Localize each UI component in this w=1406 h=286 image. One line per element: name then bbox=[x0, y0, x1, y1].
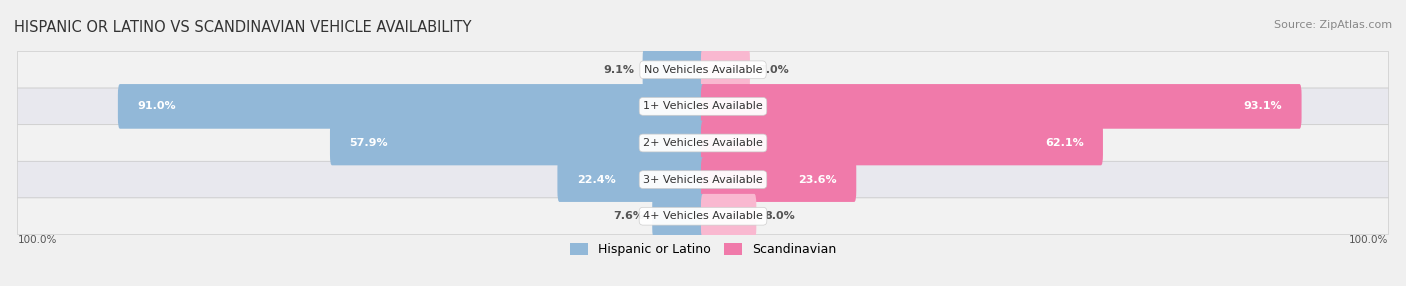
Legend: Hispanic or Latino, Scandinavian: Hispanic or Latino, Scandinavian bbox=[564, 238, 842, 261]
FancyBboxPatch shape bbox=[17, 88, 1389, 125]
Text: 91.0%: 91.0% bbox=[138, 102, 176, 111]
FancyBboxPatch shape bbox=[330, 121, 704, 165]
Text: 9.1%: 9.1% bbox=[603, 65, 634, 75]
Text: 4+ Vehicles Available: 4+ Vehicles Available bbox=[643, 211, 763, 221]
FancyBboxPatch shape bbox=[702, 84, 1302, 129]
Text: 23.6%: 23.6% bbox=[799, 175, 837, 184]
FancyBboxPatch shape bbox=[17, 161, 1389, 198]
FancyBboxPatch shape bbox=[702, 47, 749, 92]
Text: 3+ Vehicles Available: 3+ Vehicles Available bbox=[643, 175, 763, 184]
FancyBboxPatch shape bbox=[702, 194, 756, 239]
Text: Source: ZipAtlas.com: Source: ZipAtlas.com bbox=[1274, 20, 1392, 30]
Text: No Vehicles Available: No Vehicles Available bbox=[644, 65, 762, 75]
Text: 100.0%: 100.0% bbox=[1350, 235, 1389, 245]
FancyBboxPatch shape bbox=[652, 194, 704, 239]
FancyBboxPatch shape bbox=[17, 125, 1389, 161]
Text: 8.0%: 8.0% bbox=[765, 211, 796, 221]
Text: 7.0%: 7.0% bbox=[758, 65, 789, 75]
Text: 62.1%: 62.1% bbox=[1045, 138, 1084, 148]
Text: HISPANIC OR LATINO VS SCANDINAVIAN VEHICLE AVAILABILITY: HISPANIC OR LATINO VS SCANDINAVIAN VEHIC… bbox=[14, 20, 471, 35]
FancyBboxPatch shape bbox=[557, 157, 704, 202]
Text: 93.1%: 93.1% bbox=[1244, 102, 1282, 111]
Text: 1+ Vehicles Available: 1+ Vehicles Available bbox=[643, 102, 763, 111]
FancyBboxPatch shape bbox=[702, 121, 1102, 165]
FancyBboxPatch shape bbox=[118, 84, 704, 129]
FancyBboxPatch shape bbox=[702, 157, 856, 202]
Text: 57.9%: 57.9% bbox=[349, 138, 388, 148]
Text: 100.0%: 100.0% bbox=[17, 235, 56, 245]
FancyBboxPatch shape bbox=[643, 47, 704, 92]
Text: 22.4%: 22.4% bbox=[576, 175, 616, 184]
Text: 7.6%: 7.6% bbox=[613, 211, 644, 221]
FancyBboxPatch shape bbox=[17, 51, 1389, 88]
FancyBboxPatch shape bbox=[17, 198, 1389, 235]
Text: 2+ Vehicles Available: 2+ Vehicles Available bbox=[643, 138, 763, 148]
